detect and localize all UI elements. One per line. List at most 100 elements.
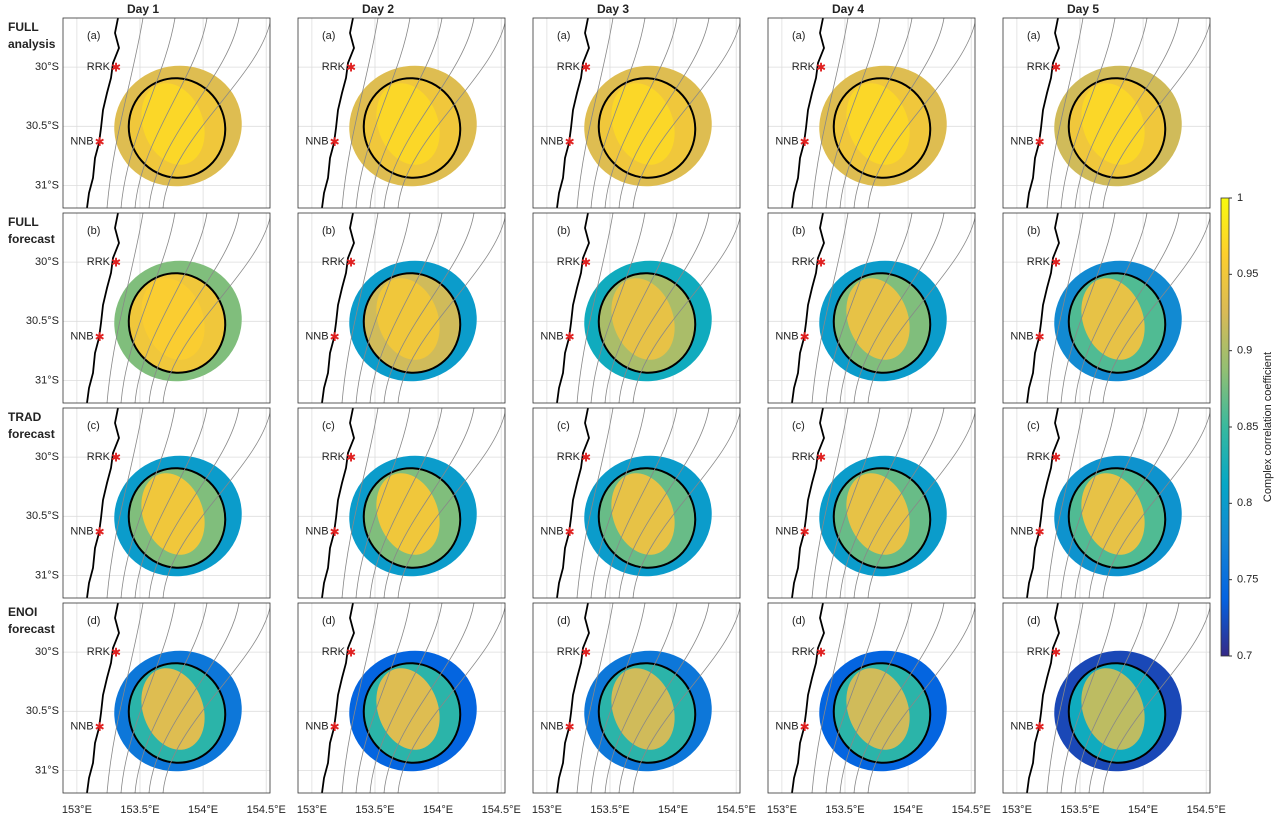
- panel: ✱RRK✱NNB(d): [768, 603, 975, 793]
- isobath: [383, 213, 475, 403]
- x-tick-label: 154.5°E: [247, 804, 286, 816]
- station-label: NNB: [70, 331, 93, 343]
- coastline: [1026, 603, 1060, 793]
- station-marker: ✱: [95, 720, 105, 734]
- station-label: RRK: [87, 256, 111, 268]
- panel: ✱RRK✱NNB(d): [1003, 603, 1210, 793]
- isobath: [825, 603, 881, 793]
- isobath: [148, 213, 240, 403]
- station-marker: ✱: [111, 60, 121, 74]
- isobath: [632, 605, 740, 793]
- x-tick-label: 153°E: [297, 804, 327, 816]
- panel-letter: (d): [87, 615, 100, 627]
- station-label: RRK: [87, 451, 111, 463]
- contour: [597, 272, 697, 374]
- x-tick-label: 153.5°E: [355, 804, 394, 816]
- isobath: [853, 18, 945, 208]
- station-marker: ✱: [1051, 255, 1061, 269]
- station-marker: ✱: [816, 450, 826, 464]
- isobath: [120, 603, 176, 793]
- station-marker: ✱: [816, 60, 826, 74]
- isobath: [134, 408, 208, 598]
- station-label: NNB: [540, 526, 563, 538]
- panel-letter: (a): [322, 30, 335, 42]
- isobath: [397, 20, 505, 208]
- panel-frame: [297, 407, 506, 599]
- panel: ✱RRK✱NNB(b): [63, 213, 270, 403]
- panel: ✱RRK✱NNB(d): [298, 603, 505, 793]
- isobath: [1074, 213, 1148, 403]
- isobath: [369, 213, 443, 403]
- isobath: [1046, 18, 1084, 208]
- station-label: RRK: [557, 451, 581, 463]
- station-marker: ✱: [581, 450, 591, 464]
- station-label: NNB: [775, 526, 798, 538]
- isobath: [839, 408, 913, 598]
- station-label: RRK: [792, 451, 816, 463]
- isobath: [632, 410, 740, 598]
- panel: ✱RRK✱NNB(c): [63, 408, 270, 598]
- isobath: [590, 213, 646, 403]
- isobath: [618, 213, 710, 403]
- isobath: [120, 213, 176, 403]
- station-marker: ✱: [330, 135, 340, 149]
- station-marker: ✱: [1035, 135, 1045, 149]
- station-label: RRK: [322, 646, 346, 658]
- x-tick-label: 154°E: [893, 804, 923, 816]
- station-label: NNB: [540, 331, 563, 343]
- isobath: [867, 215, 975, 403]
- isobath: [1088, 603, 1180, 793]
- row-title: forecast: [8, 427, 55, 441]
- isobath: [1060, 408, 1116, 598]
- y-tick-label: 30°S: [35, 646, 59, 658]
- panel: ✱RRK✱NNB(b): [1003, 213, 1210, 403]
- isobath: [1088, 213, 1180, 403]
- isobath: [839, 603, 913, 793]
- x-tick-label: 154.5°E: [952, 804, 991, 816]
- coastline: [1026, 18, 1060, 208]
- panel-frame: [62, 602, 271, 794]
- y-tick-label: 31°S: [35, 569, 59, 581]
- isobath: [162, 605, 270, 793]
- panel-letter: (c): [322, 420, 335, 432]
- column-title: Day 5: [1067, 2, 1099, 16]
- contour: [1067, 467, 1167, 569]
- panel-letter: (d): [322, 615, 335, 627]
- coastline: [321, 213, 355, 403]
- colorbar-tick-label: 0.8: [1237, 497, 1252, 509]
- panel: ✱RRK✱NNB(b): [533, 213, 740, 403]
- panel-letter: (c): [87, 420, 100, 432]
- isobath: [811, 18, 849, 208]
- coastline: [791, 603, 825, 793]
- coastline: [86, 408, 120, 598]
- coastline: [556, 213, 590, 403]
- panel: ✱RRK✱NNB(a): [768, 18, 975, 208]
- column-title: Day 3: [597, 2, 629, 16]
- y-tick-label: 31°S: [35, 764, 59, 776]
- isobath: [341, 213, 379, 403]
- isobath: [1102, 410, 1210, 598]
- station-marker: ✱: [816, 645, 826, 659]
- x-tick-label: 154.5°E: [1187, 804, 1226, 816]
- isobath: [576, 213, 614, 403]
- contour: [832, 77, 932, 179]
- isobath: [811, 408, 849, 598]
- isobath: [1102, 605, 1210, 793]
- station-label: NNB: [775, 136, 798, 148]
- x-tick-label: 154.5°E: [482, 804, 521, 816]
- isobath: [134, 603, 208, 793]
- x-tick-label: 153.5°E: [590, 804, 629, 816]
- isobath: [162, 410, 270, 598]
- station-label: RRK: [1027, 646, 1051, 658]
- colorbar-tick-label: 0.95: [1237, 268, 1258, 280]
- panel-letter: (a): [87, 30, 100, 42]
- station-label: RRK: [322, 451, 346, 463]
- panel-letter: (b): [557, 225, 570, 237]
- station-marker: ✱: [346, 60, 356, 74]
- panel-frame: [1002, 407, 1211, 599]
- station-marker: ✱: [800, 525, 810, 539]
- x-tick-label: 154°E: [188, 804, 218, 816]
- x-tick-label: 153.5°E: [1060, 804, 1099, 816]
- contour: [127, 272, 227, 374]
- isobath: [134, 18, 208, 208]
